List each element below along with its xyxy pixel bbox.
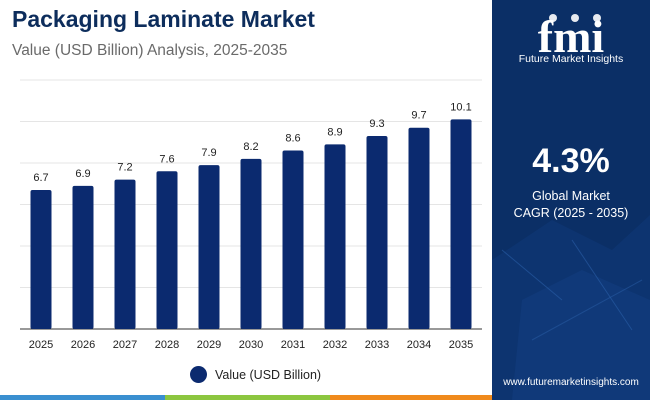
data-label-2032: 8.9 [327,126,342,138]
panel-background-art [492,215,650,400]
logo-globe-icon [549,14,557,22]
bar-2030 [240,158,262,329]
x-tick-label-2033: 2033 [365,339,389,351]
fmi-logo-mark: fmi [538,11,605,62]
x-tick-label-2032: 2032 [323,339,347,351]
data-label-2028: 7.6 [159,153,174,165]
x-tick-label-2030: 2030 [239,339,263,351]
legend-label: Value (USD Billion) [215,367,322,382]
info-panel: fmi Future Market Insights 4.3% Global M… [492,0,650,400]
bar-2025 [30,189,52,329]
website-link[interactable]: www.futuremarketinsights.com [503,377,639,388]
data-label-2033: 9.3 [369,118,384,130]
cagr-label: Global Market CAGR (2025 - 2035) [492,188,650,222]
bar-2029 [198,165,220,329]
data-label-2029: 7.9 [201,147,216,159]
x-tick-label-2025: 2025 [29,339,53,351]
legend-swatch [190,366,207,383]
x-tick-label-2027: 2027 [113,339,137,351]
brand-name: Future Market Insights [518,53,624,65]
bar-2034 [408,127,430,329]
bottom-bar-segment-blue [0,395,165,400]
data-label-2026: 6.9 [75,168,90,180]
x-tick-label-2029: 2029 [197,339,221,351]
chart-subtitle: Value (USD Billion) Analysis, 2025-2035 [12,42,288,59]
bottom-bar-segment-green [165,395,330,400]
bar-2035 [450,119,472,329]
data-label-2027: 7.2 [117,162,132,174]
data-label-2025: 6.7 [33,172,48,184]
bar-2027 [114,179,136,329]
data-label-2030: 8.2 [243,141,258,153]
cagr-value: 4.3% [532,142,610,180]
x-tick-label-2028: 2028 [155,339,179,351]
cagr-label-line2: CAGR (2025 - 2035) [513,206,629,220]
x-tick-label-2034: 2034 [407,339,431,351]
cagr-label-line1: Global Market [532,189,610,203]
x-tick-label-2031: 2031 [281,339,305,351]
bottom-bar-segment-orange [330,395,495,400]
fmi-logo: fmi [492,11,650,62]
chart-title: Packaging Laminate Market [12,6,315,32]
logo-rocket-icon [593,14,601,22]
bar-2033 [366,136,388,329]
bar-2028 [156,171,178,329]
x-tick-label-2026: 2026 [71,339,95,351]
chart-legend: Value (USD Billion) [190,366,321,383]
bar-chart: 6.7 2025 6.9 2026 7.2 2027 7.6 2028 7.9 2029 8.2 20… [20,79,482,351]
bar-2031 [282,150,304,329]
data-label-2031: 8.6 [285,133,300,145]
logo-gear-icon [571,14,579,22]
data-label-2035: 10.1 [450,101,471,113]
data-label-2034: 9.7 [411,110,426,122]
bar-2026 [72,185,94,329]
bar-2032 [324,144,346,329]
x-tick-label-2035: 2035 [449,339,473,351]
